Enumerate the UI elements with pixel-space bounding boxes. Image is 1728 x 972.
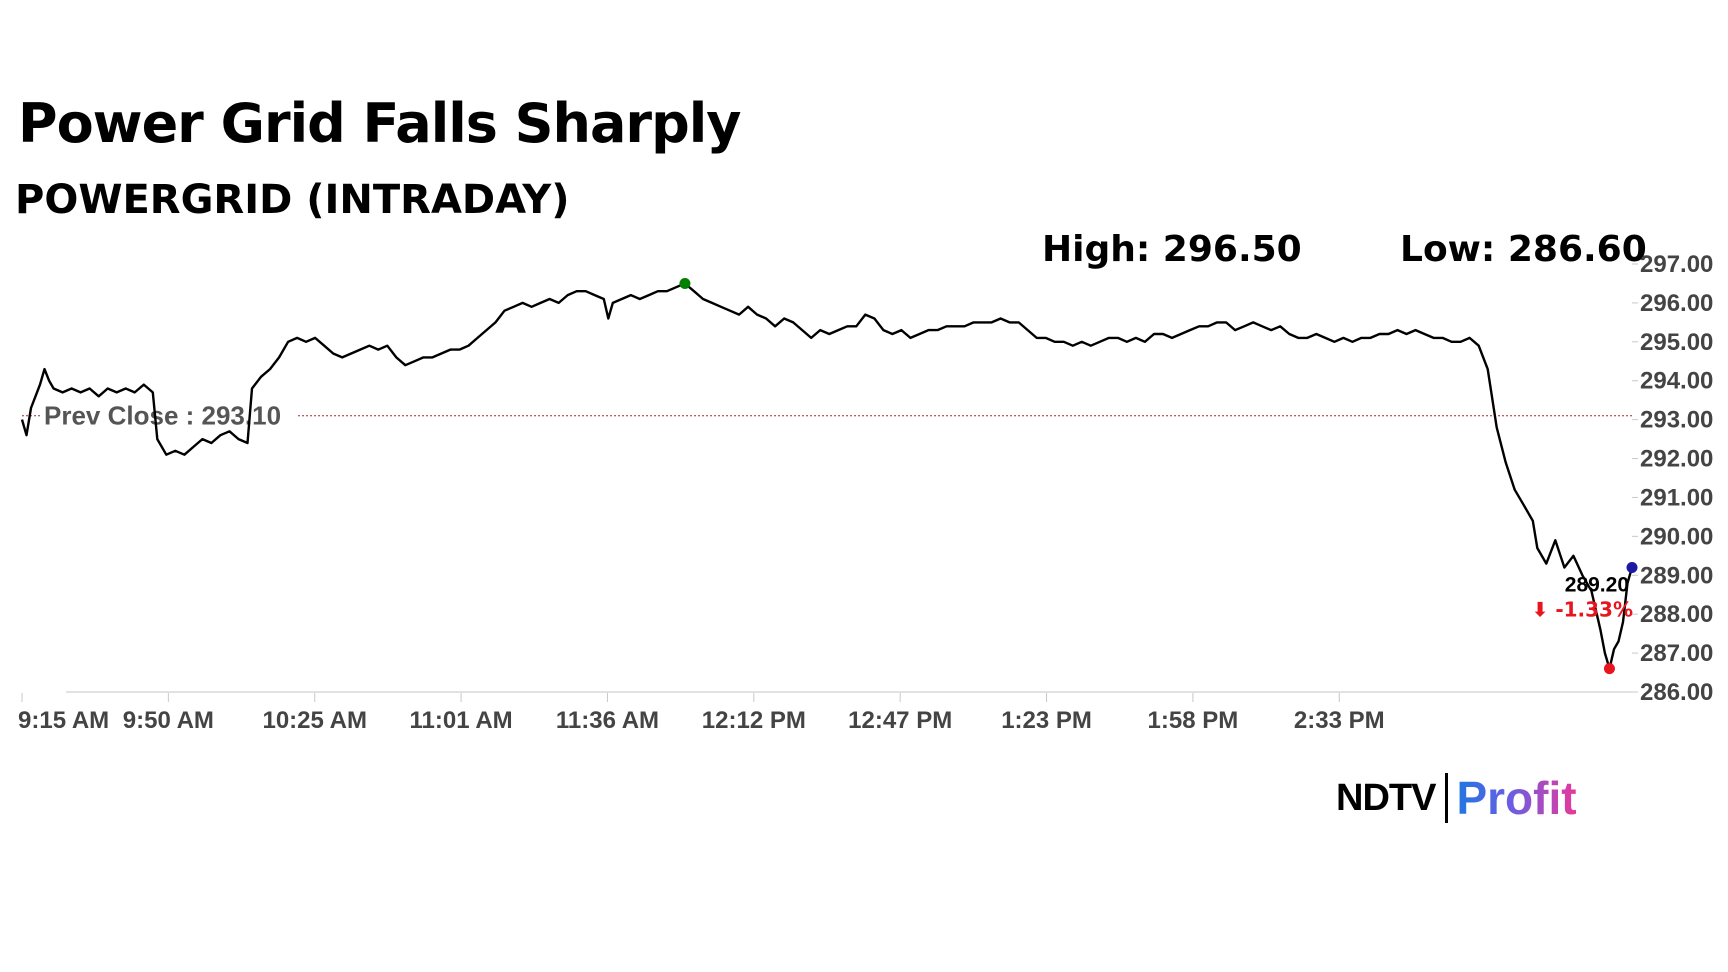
x-tick-label: 9:50 AM: [123, 707, 214, 734]
last-price-marker: [1626, 561, 1638, 573]
y-tick-label: 296.00: [1640, 290, 1713, 317]
logo-divider: [1445, 773, 1449, 823]
y-tick-label: 297.00: [1640, 251, 1713, 278]
low-stat: Low: 286.60: [1400, 229, 1647, 270]
prev-close-label: Prev Close : 293.10: [44, 401, 281, 431]
change-percent-label: ⬇ -1.33%: [1532, 597, 1633, 621]
logo-profit-text: Profit: [1456, 772, 1577, 824]
y-tick-label: 288.00: [1640, 601, 1713, 628]
y-tick-label: 293.00: [1640, 407, 1713, 434]
high-marker: [679, 277, 691, 289]
x-tick-label: 9:15 AM: [18, 707, 109, 734]
x-tick-label: 12:47 PM: [848, 707, 952, 734]
low-marker: [1603, 663, 1615, 675]
x-tick-label: 1:23 PM: [1001, 707, 1092, 734]
prev-close-group: Prev Close : 293.10: [22, 397, 1632, 432]
y-tick-label: 291.00: [1640, 484, 1713, 511]
y-tick-label: 287.00: [1640, 640, 1713, 667]
chart-title: Power Grid Falls Sharply: [18, 92, 741, 155]
high-stat: High: 296.50: [1042, 229, 1302, 270]
y-tick-label: 286.00: [1640, 679, 1713, 706]
x-tick-label: 10:25 AM: [262, 707, 366, 734]
x-tick-label: 1:58 PM: [1148, 707, 1239, 734]
y-tick-label: 294.00: [1640, 368, 1713, 395]
x-tick-label: 11:36 AM: [556, 707, 659, 734]
x-axis: 9:15 AM 9:50 AM 10:25 AM 11:01 AM 11:36 AM 12…: [18, 691, 1632, 734]
y-tick-label: 295.00: [1640, 329, 1713, 356]
x-tick-label: 12:12 PM: [702, 707, 806, 734]
y-tick-label: 289.00: [1640, 562, 1713, 589]
price-line-series: [20, 282, 1634, 670]
y-tick-label: 292.00: [1640, 446, 1713, 473]
x-tick-label: 2:33 PM: [1294, 707, 1385, 734]
ndtv-profit-logo: NDTV Profit: [1336, 772, 1577, 824]
y-axis: 297.00 296.00 295.00 294.00 293.00 292.00 291.…: [1632, 251, 1713, 706]
logo-ndtv-text: NDTV: [1336, 776, 1436, 819]
last-price-label: 289.20: [1565, 573, 1629, 596]
chart-subtitle: POWERGRID (INTRADAY): [15, 177, 570, 223]
x-tick-label: 11:01 AM: [410, 707, 513, 734]
y-tick-label: 290.00: [1640, 523, 1713, 550]
prev-close-label-bg: [40, 397, 296, 432]
